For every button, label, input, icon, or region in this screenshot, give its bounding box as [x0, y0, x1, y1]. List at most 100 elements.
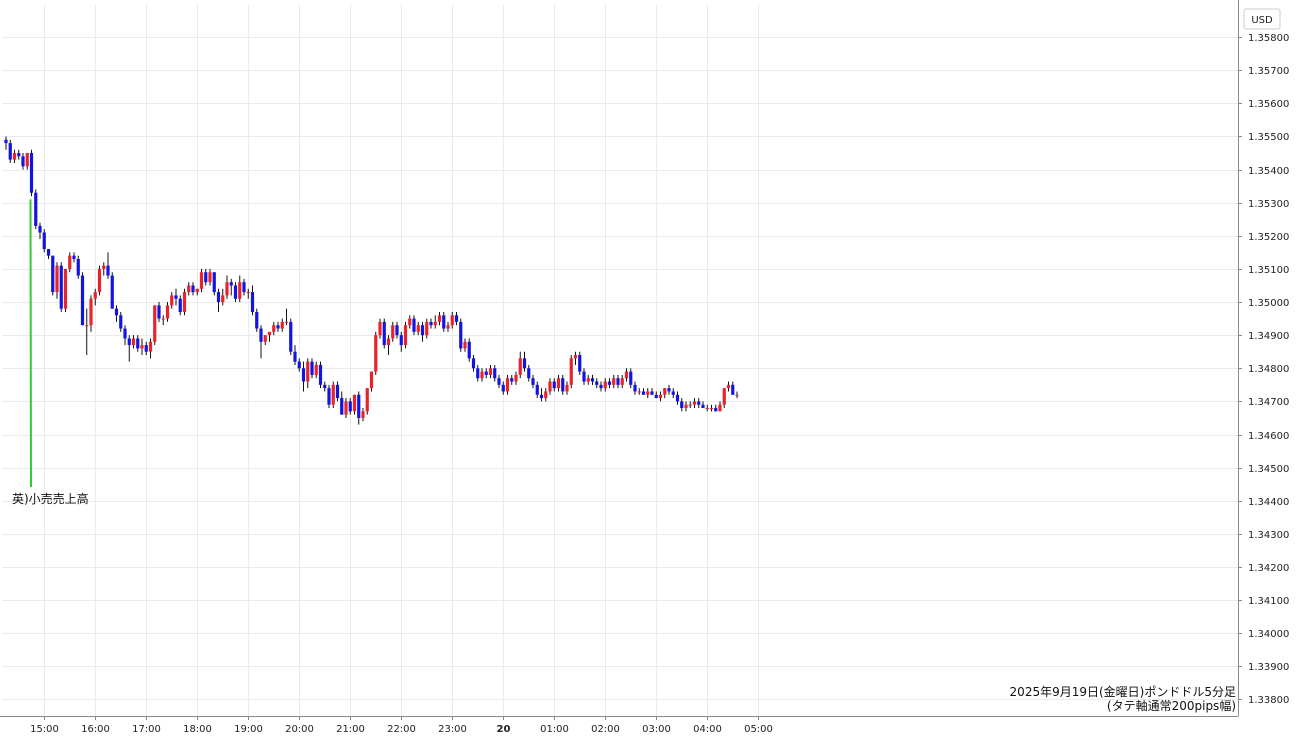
candle-body-down [714, 408, 718, 412]
y-tick-label: 1.34700 [1248, 397, 1289, 408]
y-tick-label: 1.34500 [1248, 464, 1289, 475]
candle [131, 335, 136, 349]
candle [165, 302, 170, 322]
candle-body-down [641, 391, 646, 395]
candle-body-down [114, 308, 119, 316]
candle-body-down [420, 325, 425, 336]
candle [352, 394, 357, 415]
candle [310, 358, 314, 379]
candle-body-up [195, 288, 199, 293]
candle-body-down [633, 384, 637, 392]
candle-body-down [110, 275, 114, 309]
candle [153, 305, 157, 346]
x-tick-label: 18:00 [183, 724, 212, 735]
candle-body-down [429, 321, 433, 326]
candle [459, 318, 463, 352]
y-axis: USD 1.35800 1.35700 1.35600 1.35500 1.35400 1… [1238, 8, 1289, 706]
candle [250, 285, 255, 316]
candle-body-up [131, 338, 136, 346]
candle [199, 268, 204, 293]
candle [667, 384, 671, 395]
candle [709, 404, 714, 412]
candle-body-down [357, 394, 361, 418]
candle [297, 358, 301, 372]
candle [76, 255, 80, 279]
candle-body-up [692, 401, 697, 405]
y-tick-label: 1.35200 [1248, 232, 1289, 243]
candle [191, 282, 195, 296]
candle [595, 378, 599, 389]
annotation-layer: 英)小売売上高 [12, 199, 89, 506]
candle [442, 311, 446, 332]
candle [38, 222, 42, 240]
candle [276, 321, 280, 332]
candle-body-up [505, 378, 510, 392]
candle [59, 262, 63, 312]
candle [697, 398, 701, 409]
candle-body-down [335, 384, 340, 399]
candle-body-down [229, 282, 233, 286]
candle-body-down [454, 315, 459, 322]
candle [603, 378, 607, 392]
candle-body-up [544, 391, 548, 399]
candle-body-down [323, 384, 327, 389]
candle-body-down [671, 391, 675, 395]
candle-body-down [289, 321, 293, 352]
candle-body-up [306, 361, 310, 382]
candle-body-down [136, 338, 140, 349]
candle-body-down [497, 378, 501, 385]
candle-body-down [157, 305, 161, 319]
candle-body-down [216, 292, 221, 303]
candle [348, 398, 352, 415]
x-axis: 15:00 16:00 17:00 18:00 19:00 20:00 21:00 22:00… [30, 716, 773, 735]
candle-body-down [42, 232, 46, 250]
candle-body-down [327, 388, 331, 405]
y-tick-label: 1.34600 [1248, 431, 1289, 442]
candle [221, 288, 225, 306]
x-tick-label: 23:00 [438, 724, 467, 735]
candle-body-down [51, 255, 55, 293]
candle [238, 275, 242, 303]
candle-body-down [72, 255, 76, 259]
candle-body-up [663, 388, 667, 395]
candle [293, 345, 297, 365]
x-tick-label: 04:00 [693, 724, 722, 735]
candle [391, 321, 395, 342]
candle [692, 398, 697, 409]
grid-layer [2, 4, 1238, 716]
candle [399, 331, 403, 352]
candle-body-down [8, 143, 12, 160]
candle-body-down [599, 384, 603, 389]
candle-body-up [225, 282, 229, 296]
candle [12, 149, 17, 163]
candle [272, 321, 276, 336]
candle-body-up [433, 321, 437, 326]
candle-body-up [658, 394, 663, 399]
candle-body-down [522, 358, 527, 369]
candle-body-up [85, 325, 89, 327]
candle [403, 321, 408, 349]
candle [675, 391, 680, 405]
candle [170, 292, 174, 309]
candle [21, 153, 25, 170]
candle-body-down [46, 249, 51, 256]
candle-body-up [208, 272, 212, 283]
candle-body-up [344, 401, 348, 415]
candle-body-down [259, 328, 263, 342]
candle-body-up [463, 341, 467, 349]
x-tick-label: 22:00 [387, 724, 416, 735]
candle-body-down [467, 341, 471, 359]
candle-body-down [535, 384, 539, 395]
candle-body-up [280, 321, 284, 329]
candle [561, 374, 565, 395]
candle-body-down [293, 351, 297, 362]
candle [267, 331, 272, 342]
candle [136, 335, 140, 352]
candle [476, 364, 480, 382]
candle-body-down [731, 384, 735, 395]
y-tick-label: 1.34400 [1248, 497, 1289, 508]
candle [680, 398, 684, 412]
candle-body-up [170, 295, 174, 306]
candle-body-up [637, 391, 641, 393]
candle-body-up [586, 378, 590, 382]
